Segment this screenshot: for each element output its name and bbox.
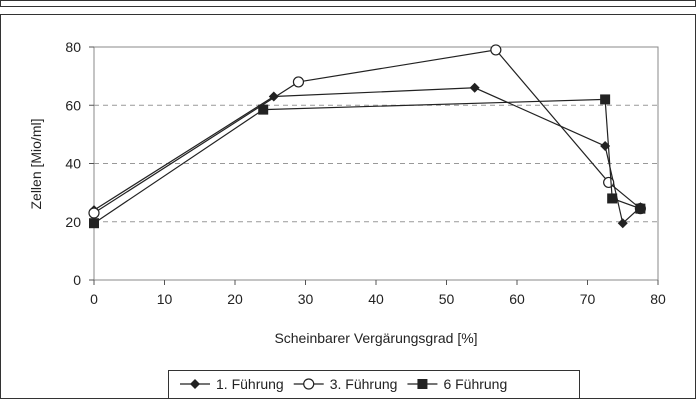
x-tick-label: 50 — [439, 291, 455, 307]
x-tick-label: 10 — [157, 291, 173, 307]
legend: 1. Führung 3. Führung 6 Führung — [180, 376, 507, 392]
y-tick-label: 20 — [65, 214, 81, 230]
y-axis-ticks: 0 20 40 60 80 — [65, 39, 94, 288]
data-point — [89, 218, 99, 229]
data-point — [600, 141, 611, 152]
data-point — [469, 82, 480, 93]
x-tick-label: 60 — [509, 291, 525, 307]
y-tick-label: 40 — [65, 156, 81, 172]
legend-item: 1. Führung — [180, 376, 284, 392]
gridlines — [94, 104, 658, 223]
x-tick-label: 80 — [650, 291, 666, 307]
x-tick-label: 70 — [580, 291, 596, 307]
legend-item: 3. Führung — [293, 376, 398, 392]
data-point — [88, 207, 100, 219]
y-axis-label: Zellen [Mio/ml] — [28, 118, 44, 209]
legend-marker — [190, 379, 200, 389]
data-point — [603, 176, 615, 189]
legend-item: 6 Führung — [407, 376, 507, 392]
y-tick-label: 80 — [65, 39, 81, 55]
legend-label: 1. Führung — [216, 376, 284, 392]
legend-label: 3. Führung — [330, 376, 398, 392]
y-tick-label: 0 — [73, 272, 81, 288]
x-tick-label: 20 — [227, 291, 243, 307]
series-3 — [89, 94, 646, 229]
x-axis-ticks: 0 10 20 30 40 50 60 70 80 — [90, 280, 666, 307]
series-layer — [88, 44, 646, 229]
legend-box — [168, 370, 580, 399]
x-tick-label: 30 — [298, 291, 314, 307]
data-point — [617, 218, 628, 229]
top-border-line — [0, 0, 696, 7]
x-tick-label: 40 — [368, 291, 384, 307]
series-line — [93, 87, 641, 225]
legend-label: 6 Führung — [443, 376, 507, 392]
data-point — [258, 104, 269, 115]
legend-marker — [417, 379, 428, 389]
data-point — [635, 203, 646, 214]
data-point — [292, 76, 305, 88]
y-tick-label: 60 — [65, 97, 81, 113]
data-point — [490, 44, 502, 56]
data-point — [600, 94, 611, 105]
legend-marker — [303, 378, 315, 390]
data-point — [607, 193, 618, 204]
x-axis-label: Scheinbarer Vergärungsgrad [%] — [274, 330, 477, 346]
x-tick-label: 0 — [90, 291, 98, 307]
